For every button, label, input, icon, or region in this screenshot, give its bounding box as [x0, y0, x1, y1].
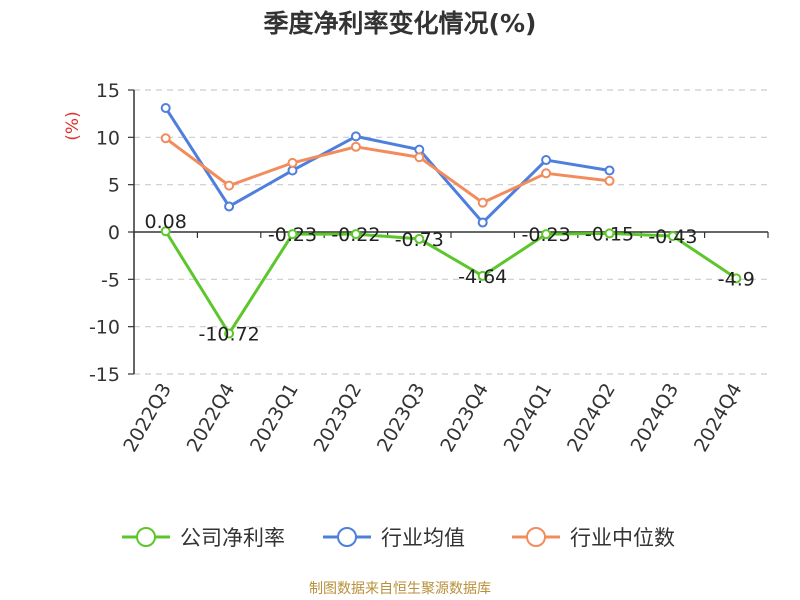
data-point[interactable]	[604, 228, 615, 239]
legend-label: 行业均值	[381, 526, 465, 550]
data-labels: 0.08 -10.72 -0.23 -0.22 -0.73 -4.64 -0.23 -0.15…	[145, 211, 755, 345]
data-label: -0.23	[522, 224, 571, 246]
y-tick-label: -15	[89, 364, 120, 386]
data-label: -0.22	[331, 224, 380, 246]
legend-marker	[136, 527, 156, 547]
x-tick-label: 2023Q1	[246, 380, 303, 456]
legend-marker	[337, 527, 357, 547]
data-point[interactable]	[350, 229, 361, 240]
data-point[interactable]	[541, 155, 552, 166]
data-label: -4.9	[718, 268, 755, 290]
data-point[interactable]	[477, 217, 488, 228]
x-tick-label: 2024Q3	[626, 380, 683, 456]
legend-item[interactable]: 行业均值	[323, 526, 465, 550]
data-point[interactable]	[414, 152, 425, 163]
chart-title: 季度净利率变化情况(%)	[263, 9, 537, 38]
data-label: -4.64	[458, 266, 507, 288]
data-point[interactable]	[160, 102, 171, 113]
series-group	[160, 102, 742, 339]
data-point[interactable]	[287, 229, 298, 240]
legend-label: 行业中位数	[570, 526, 675, 550]
data-label: -0.15	[585, 223, 634, 245]
data-label: -0.43	[648, 226, 697, 248]
data-point[interactable]	[160, 133, 171, 144]
x-tick-label: 2023Q4	[436, 380, 493, 456]
x-tick-label: 2022Q4	[183, 380, 240, 456]
data-point[interactable]	[224, 201, 235, 212]
data-point[interactable]	[350, 141, 361, 152]
x-tick-label: 2023Q3	[373, 380, 430, 456]
data-point[interactable]	[350, 131, 361, 142]
legend[interactable]: 公司净利率 行业均值 行业中位数	[122, 526, 675, 550]
legend-item[interactable]: 公司净利率	[122, 526, 285, 550]
y-tick-label: -10	[89, 317, 120, 339]
y-axis-label: (%)	[63, 111, 83, 140]
legend-label: 公司净利率	[180, 526, 285, 550]
y-tick-label: 5	[108, 175, 120, 197]
data-point[interactable]	[224, 328, 235, 339]
data-point[interactable]	[287, 157, 298, 168]
legend-marker	[526, 527, 546, 547]
legend-item[interactable]: 行业中位数	[512, 526, 675, 550]
x-tick-label: 2024Q2	[563, 380, 620, 456]
x-tick-label: 2022Q3	[119, 380, 176, 456]
series-line	[164, 230, 738, 335]
data-label: 0.08	[145, 211, 187, 233]
y-tick-label: 10	[96, 127, 120, 149]
data-point[interactable]	[541, 229, 552, 240]
data-label: -10.72	[198, 323, 259, 345]
y-tick-label: 15	[96, 80, 120, 102]
data-point[interactable]	[477, 270, 488, 281]
data-point[interactable]	[731, 273, 742, 284]
data-point[interactable]	[541, 168, 552, 179]
x-tick-label: 2024Q4	[690, 380, 747, 456]
data-point[interactable]	[414, 233, 425, 244]
y-tick-label: -5	[101, 269, 120, 291]
data-point[interactable]	[604, 175, 615, 186]
x-tick-label: 2024Q1	[500, 380, 557, 456]
series-line	[164, 107, 610, 225]
data-point[interactable]	[667, 231, 678, 242]
data-label: -0.23	[268, 224, 317, 246]
source-note: 制图数据来自恒生聚源数据库	[309, 581, 491, 597]
data-point[interactable]	[224, 180, 235, 191]
series-line	[164, 137, 610, 205]
data-point[interactable]	[160, 226, 171, 237]
x-tick-label: 2023Q2	[309, 380, 366, 456]
y-tick-label: 0	[108, 222, 120, 244]
grid-lines	[134, 89, 768, 375]
data-point[interactable]	[604, 165, 615, 176]
data-label: -0.73	[395, 229, 444, 251]
data-point[interactable]	[477, 197, 488, 208]
